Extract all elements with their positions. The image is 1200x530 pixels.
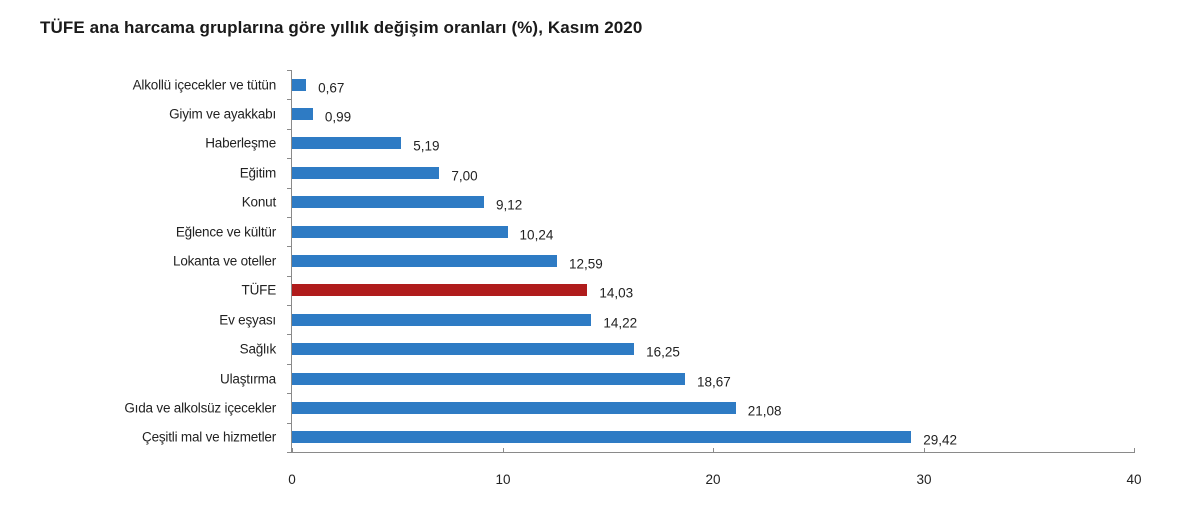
- y-axis-tick: [287, 188, 291, 189]
- data-value-label: 10,24: [519, 227, 554, 243]
- data-value-label: 0,67: [318, 80, 345, 96]
- y-axis-tick: [287, 452, 291, 453]
- bar: [292, 431, 912, 444]
- y-axis-tick: [287, 393, 291, 394]
- y-axis-tick: [287, 70, 291, 71]
- y-axis-tick: [287, 276, 291, 277]
- category-label: Giyim ve ayakkabı: [169, 106, 276, 122]
- data-value-label: 14,03: [599, 285, 634, 301]
- x-axis-tick-label: 30: [916, 472, 932, 487]
- data-value-label: 9,12: [495, 197, 523, 213]
- bar: [292, 108, 313, 121]
- y-axis-tick: [287, 99, 291, 100]
- chart-title: TÜFE ana harcama gruplarına göre yıllık …: [40, 18, 643, 37]
- category-label: TÜFE: [241, 282, 277, 298]
- category-label: Haberleşme: [205, 135, 276, 151]
- data-value-label: 18,67: [697, 374, 731, 390]
- data-value-label: 5,19: [413, 138, 440, 154]
- bar: [292, 313, 592, 326]
- data-value-label: 7,00: [451, 168, 478, 184]
- y-axis-tick: [287, 423, 291, 424]
- data-value-label: 12,59: [569, 256, 603, 272]
- x-axis-tick: [1134, 448, 1135, 453]
- bar: [292, 343, 635, 356]
- bar: [292, 196, 484, 209]
- x-axis-tick: [503, 448, 504, 453]
- y-axis-tick: [287, 246, 291, 247]
- category-label: Lokanta ve oteller: [173, 253, 276, 269]
- bar: [292, 401, 736, 414]
- bar: [292, 255, 558, 267]
- category-label: Alkollü içecekler ve tütün: [132, 77, 277, 93]
- category-label: Eğlence ve kültür: [175, 224, 276, 240]
- category-label: Çeşitli mal ve hizmetler: [142, 429, 276, 445]
- x-axis-tick-label: 10: [495, 472, 511, 487]
- x-axis-tick: [713, 448, 714, 453]
- bar: [292, 78, 307, 91]
- y-axis-tick: [287, 305, 291, 306]
- category-label: Eğitim: [239, 165, 277, 181]
- data-value-label: 14,22: [603, 315, 638, 331]
- y-axis-line: [291, 70, 292, 453]
- y-axis-tick: [287, 129, 291, 130]
- y-axis-tick: [287, 364, 291, 365]
- bar-highlight-tufe: [292, 284, 588, 297]
- category-label: Gıda ve alkolsüz içecekler: [124, 400, 276, 416]
- x-axis-tick: [292, 448, 293, 453]
- category-label: Ulaştırma: [220, 371, 276, 387]
- bar: [292, 225, 508, 238]
- y-axis-tick: [287, 158, 291, 159]
- data-value-label: 21,08: [747, 403, 782, 419]
- data-value-label: 16,25: [646, 344, 680, 360]
- data-value-label: 29,42: [923, 432, 958, 448]
- y-axis-tick: [287, 217, 291, 218]
- y-axis-tick: [287, 334, 291, 335]
- bar: [292, 372, 685, 385]
- category-label: Sağlık: [239, 341, 277, 357]
- x-axis-tick-label: 0: [288, 472, 296, 487]
- bar: [292, 166, 440, 179]
- bar: [292, 137, 402, 150]
- x-axis-tick-label: 40: [1126, 472, 1142, 487]
- category-label: Konut: [241, 194, 276, 210]
- x-axis-tick-label: 20: [705, 472, 721, 487]
- category-label: Ev eşyası: [219, 312, 276, 328]
- x-axis-tick: [924, 448, 925, 453]
- data-value-label: 0,99: [324, 109, 352, 125]
